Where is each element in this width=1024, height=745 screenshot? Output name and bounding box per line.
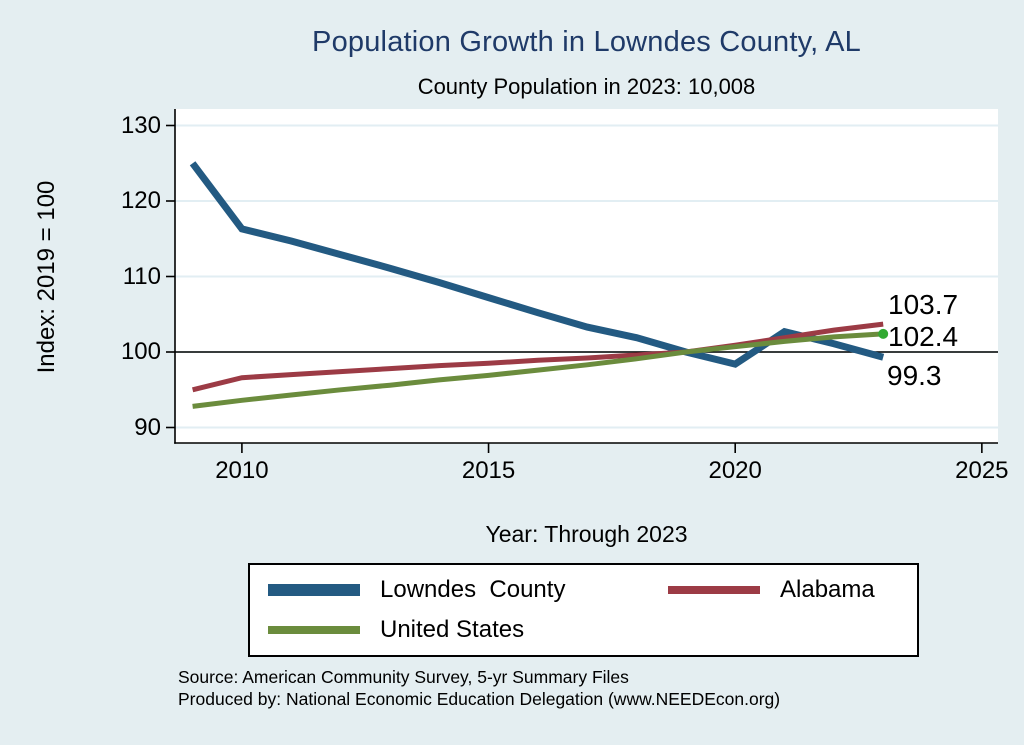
chart-title: Population Growth in Lowndes County, AL xyxy=(312,26,861,58)
source-line-1: Source: American Community Survey, 5-yr … xyxy=(178,667,629,687)
legend: Lowndes County Alabama United States xyxy=(248,563,919,657)
chart-subtitle: County Population in 2023: 10,008 xyxy=(417,74,756,99)
legend-label-united-states: United States xyxy=(380,616,525,643)
end-label-lowndes-county: 99.3 xyxy=(887,360,942,391)
legend-label-lowndes-county: Lowndes County xyxy=(380,576,566,603)
end-marker-us xyxy=(878,328,889,339)
legend-item-alabama: Alabama xyxy=(668,576,875,603)
source-note: Source: American Community Survey, 5-yr … xyxy=(178,666,780,710)
end-label-united-states: 102.4 xyxy=(888,321,959,352)
series-line-us xyxy=(192,331,884,409)
legend-item-lowndes-county: Lowndes County xyxy=(268,576,566,603)
legend-item-united-states: United States xyxy=(268,616,525,643)
united-states-swatch xyxy=(268,626,360,634)
source-line-2: Produced by: National Economic Education… xyxy=(178,689,781,709)
legend-label-alabama: Alabama xyxy=(780,576,875,603)
series-line-alabama xyxy=(192,321,884,393)
y-axis-title: Index: 2019 = 100 xyxy=(33,180,60,374)
end-label-alabama: 103.7 xyxy=(888,289,959,320)
lowndes-county-swatch xyxy=(268,584,360,596)
alabama-swatch xyxy=(668,586,760,594)
x-axis-title: Year: Through 2023 xyxy=(485,521,688,547)
